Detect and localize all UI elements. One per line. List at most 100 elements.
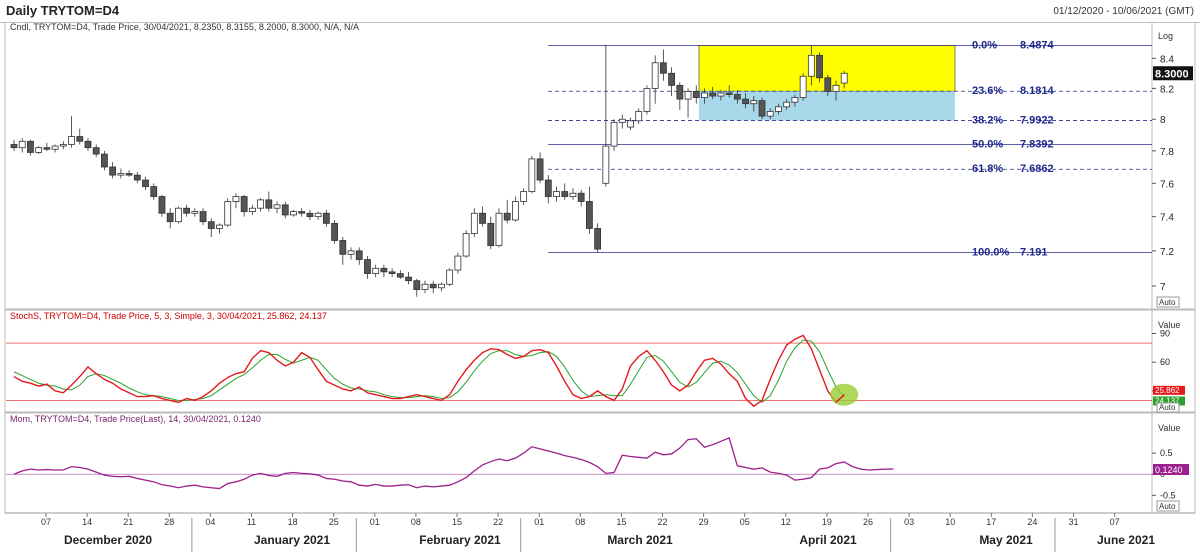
x-tick-label: 04 — [205, 517, 215, 527]
candles[interactable] — [10, 44, 848, 297]
candle-body — [610, 121, 618, 147]
candle-body — [59, 144, 67, 147]
stoch-d-badge-value: 24.137 — [1155, 396, 1180, 405]
candle-body — [701, 92, 708, 98]
fib-value-4: 7.6862 — [1020, 163, 1054, 175]
fib-value-3: 7.8392 — [1020, 139, 1054, 151]
month-label: January 2021 — [254, 533, 330, 547]
candle-body — [676, 84, 684, 100]
candle-body — [364, 259, 371, 274]
candle-body — [18, 140, 26, 149]
candle-body — [216, 224, 223, 229]
candle-body — [10, 144, 18, 149]
candle-body — [314, 212, 322, 218]
candle-body — [191, 211, 199, 214]
log-scale-label[interactable]: Log — [1158, 31, 1173, 41]
auto-button-mom[interactable] — [1156, 500, 1180, 512]
candle-body — [76, 136, 84, 142]
candle-body — [322, 212, 330, 224]
candle-body — [405, 276, 412, 282]
candle-body — [68, 136, 75, 145]
candle-body — [101, 153, 108, 168]
fib-value-0: 8.4874 — [1020, 39, 1055, 51]
candle-body — [520, 191, 528, 202]
mom-legend: Mom, TRYTOM=D4, Trade Price(Last), 14, 3… — [10, 414, 261, 424]
stoch-k-line — [13, 334, 845, 408]
price-tick-label: 8 — [1160, 115, 1166, 126]
candle-body — [240, 196, 248, 212]
candle-body — [454, 255, 462, 271]
month-label: February 2021 — [419, 533, 501, 547]
auto-button-price[interactable] — [1156, 296, 1180, 308]
candle-body — [92, 147, 100, 155]
stoch-legend: StochS, TRYTOM=D4, Trade Price, 5, 3, Si… — [10, 311, 327, 321]
x-tick-label: 31 — [1068, 517, 1078, 527]
mom-badge-value: 0.1240 — [1155, 465, 1183, 475]
candle-body — [668, 72, 675, 86]
fib-label-5: 100.0% — [972, 246, 1010, 258]
candle-body — [339, 240, 347, 255]
auto-label-mom[interactable]: Auto — [1159, 502, 1176, 511]
candle-body — [388, 271, 396, 274]
stoch-tick-label: 90 — [1160, 328, 1170, 338]
candle-body — [133, 174, 141, 181]
candle-body — [758, 100, 766, 117]
title-bar: Daily TRYTOM=D4 01/12/2020 - 10/06/2021 … — [0, 0, 1200, 23]
candle-body — [421, 283, 429, 291]
fib-label-4: 61.8% — [972, 163, 1003, 175]
candle-body — [429, 283, 437, 289]
candle-body — [248, 207, 256, 212]
month-label: March 2021 — [607, 533, 673, 547]
last-price-value: 8.3000 — [1155, 68, 1189, 80]
auto-button-stoch[interactable] — [1156, 402, 1180, 413]
candle-body — [684, 91, 692, 100]
x-tick-label: 01 — [370, 517, 380, 527]
candle-body — [692, 91, 700, 98]
candle-body — [232, 196, 240, 202]
candle-body — [257, 199, 265, 209]
candle-body — [331, 222, 338, 241]
candle-body — [544, 179, 552, 197]
candle-body — [816, 54, 823, 79]
x-tick-label: 28 — [164, 517, 174, 527]
x-tick-label: 17 — [986, 517, 996, 527]
x-tick-label: 21 — [123, 517, 133, 527]
candle-body — [372, 267, 380, 274]
candle-body — [109, 166, 117, 176]
mom-badge — [1153, 463, 1189, 475]
candle-body — [158, 196, 166, 214]
candle-body — [659, 62, 667, 74]
candle-body — [783, 101, 791, 108]
candle-body — [43, 147, 51, 150]
candle-body — [306, 212, 314, 218]
last-price-badge — [1153, 66, 1193, 81]
auto-label-price[interactable]: Auto — [1159, 298, 1176, 307]
candle-body — [569, 192, 577, 197]
stoch-k-tail — [835, 394, 845, 403]
candle-body — [150, 186, 158, 197]
x-tick-label: 10 — [945, 517, 955, 527]
x-tick-label: 08 — [411, 517, 421, 527]
candle-body — [553, 191, 560, 197]
x-tick-label: 12 — [781, 517, 791, 527]
mom-line — [13, 437, 894, 490]
candle-body — [355, 250, 363, 260]
candle-body — [807, 54, 815, 77]
price-tick-label: 8.2 — [1160, 84, 1174, 95]
candle-body — [298, 211, 306, 214]
candle-body — [528, 158, 536, 192]
candle-body — [635, 111, 643, 122]
candle-body — [281, 204, 289, 216]
fib-label-3: 50.0% — [972, 139, 1003, 151]
chart-canvas[interactable]: 0.0% 8.4874 23.6% 8.1814 38.2% 7.9922 50.0% 7.8… — [0, 22, 1200, 552]
candle-body — [487, 222, 495, 247]
candle-body — [832, 84, 840, 92]
x-tick-label: 03 — [904, 517, 914, 527]
candle-body — [725, 92, 733, 95]
fib-zone-lower — [699, 91, 955, 121]
auto-label-stoch[interactable]: Auto — [1159, 403, 1176, 412]
x-tick-label: 14 — [82, 517, 92, 527]
month-label: June 2021 — [1097, 533, 1155, 547]
candle-body — [791, 97, 799, 103]
candle-body — [750, 100, 758, 105]
